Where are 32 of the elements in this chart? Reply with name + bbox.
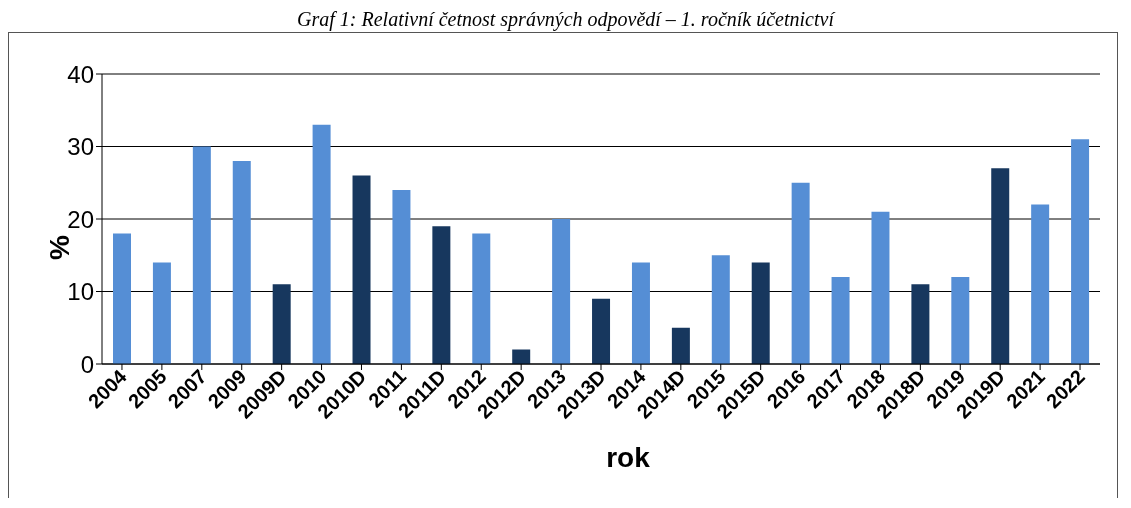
bar xyxy=(991,168,1010,364)
chart-title: Graf 1: Relativní četnost správných odpovědí – 1. ročník účetnictví xyxy=(296,8,837,31)
bar xyxy=(1031,204,1050,364)
bar xyxy=(951,277,970,364)
bar xyxy=(392,190,411,364)
bar xyxy=(113,233,131,364)
bar xyxy=(232,161,251,364)
bar xyxy=(592,298,611,364)
bar xyxy=(472,233,491,364)
bar xyxy=(831,277,850,364)
bar xyxy=(671,327,690,364)
bar xyxy=(272,284,291,364)
bar xyxy=(552,219,571,364)
y-tick-label: 10 xyxy=(67,278,94,306)
bar xyxy=(1071,139,1090,364)
bar xyxy=(432,226,451,364)
bar xyxy=(871,211,890,364)
x-axis-title: rok xyxy=(605,442,651,474)
bar xyxy=(312,124,331,364)
bar xyxy=(352,175,371,364)
bar xyxy=(192,146,211,364)
bar xyxy=(512,349,531,364)
y-tick-label: 30 xyxy=(67,133,94,161)
y-tick-label: 40 xyxy=(67,60,94,88)
y-axis-title: % xyxy=(44,235,76,260)
bar xyxy=(791,182,810,364)
bar xyxy=(631,262,650,364)
bar xyxy=(751,262,770,364)
bar xyxy=(152,262,171,364)
bar xyxy=(711,255,730,364)
y-tick-label: 20 xyxy=(67,205,94,233)
bar xyxy=(911,284,930,364)
